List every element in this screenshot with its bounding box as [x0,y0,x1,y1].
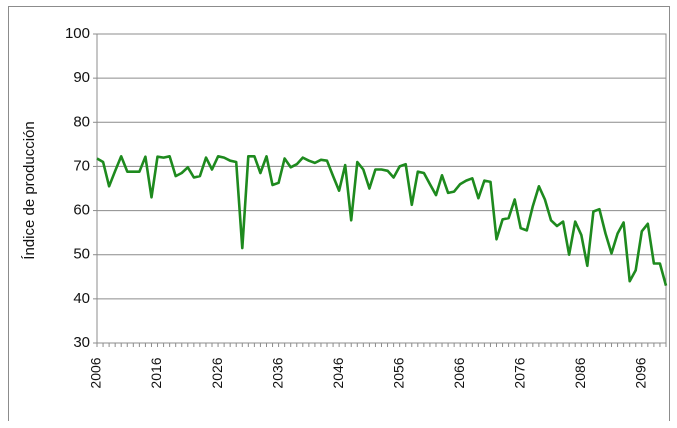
y-axis-label: Índice de producción [21,121,38,259]
x-tick-label: 2016 [148,357,164,388]
y-tick-label: 80 [73,113,90,130]
x-tick-label: 2026 [209,357,225,388]
y-axis-ticks: 30 40 50 60 70 80 90 100 [65,25,97,351]
y-tick-label: 70 [73,157,90,174]
y-tick-label: 50 [73,246,90,263]
gridlines [97,33,666,344]
plot-area [96,33,667,344]
x-tick-label: 2096 [632,357,648,388]
x-tick-label: 2036 [269,357,285,388]
y-tick-label: 100 [65,25,90,42]
x-tick-label: 2056 [390,357,406,388]
x-tick-label: 2066 [451,357,467,388]
series-line [96,155,668,286]
x-axis-ticks: 2006 2016 2026 2036 2046 2056 2066 2076 2086 2096 [88,343,667,389]
x-tick-label: 2046 [330,357,346,388]
y-tick-label: 40 [73,290,90,307]
y-tick-label: 30 [73,334,90,351]
x-tick-label: 2086 [572,357,588,388]
y-tick-label: 60 [73,202,90,219]
x-tick-label: 2006 [88,357,104,388]
chart-frame [8,6,670,421]
y-tick-label: 90 [73,69,90,86]
x-tick-label: 2076 [511,357,527,388]
